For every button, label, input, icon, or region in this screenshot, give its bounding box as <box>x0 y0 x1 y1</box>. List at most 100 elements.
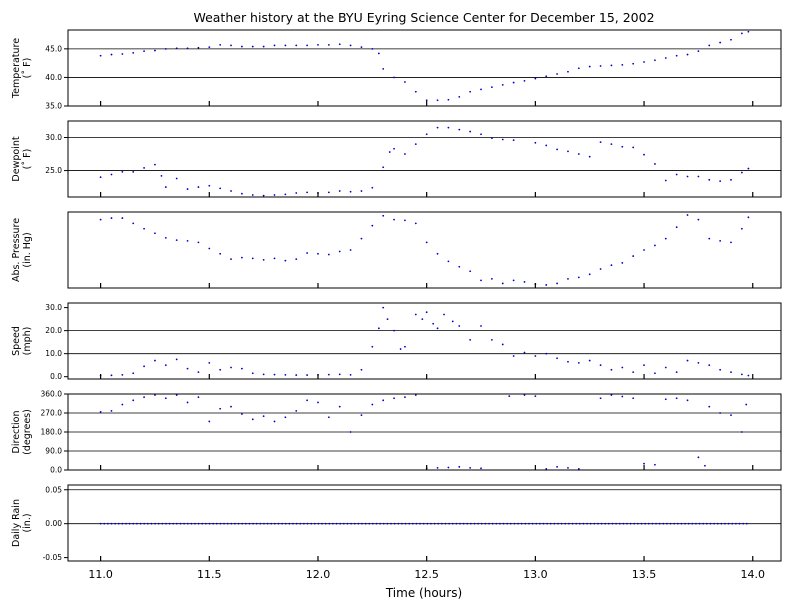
data-point <box>219 43 222 46</box>
data-point <box>248 522 251 525</box>
data-point <box>357 522 360 525</box>
data-point <box>654 372 656 375</box>
data-point <box>251 418 254 421</box>
data-point <box>684 522 686 525</box>
data-point <box>740 431 743 433</box>
data-point <box>575 522 578 525</box>
data-point <box>440 522 443 525</box>
data-point <box>708 237 711 240</box>
data-point <box>175 177 178 180</box>
data-point <box>208 522 211 525</box>
data-point <box>644 522 647 525</box>
data-point <box>219 252 222 255</box>
data-point <box>393 76 395 79</box>
data-point <box>567 150 569 153</box>
data-point <box>219 368 222 371</box>
data-point <box>724 522 726 525</box>
x-axis-label: Time (hours) <box>385 586 462 600</box>
data-point <box>535 522 538 525</box>
data-point <box>517 522 519 525</box>
data-point <box>447 126 450 129</box>
data-point <box>379 522 382 525</box>
data-point <box>643 462 645 465</box>
x-tick-label: 13.5 <box>632 568 657 581</box>
data-point <box>488 522 490 525</box>
data-point <box>512 279 515 282</box>
data-point <box>691 522 694 525</box>
data-point <box>121 522 124 525</box>
data-point <box>338 190 341 192</box>
data-point <box>270 522 273 525</box>
data-point <box>186 401 189 404</box>
data-point <box>197 46 200 49</box>
data-point <box>621 63 624 66</box>
data-point <box>422 522 425 525</box>
data-point <box>143 227 145 230</box>
data-point <box>164 236 167 239</box>
data-point <box>349 373 352 376</box>
data-point <box>664 57 667 59</box>
data-point <box>404 81 406 83</box>
data-point <box>610 394 613 396</box>
data-point <box>528 522 530 525</box>
data-point <box>360 46 363 49</box>
panel-1: 35.0 40.0 45.0 Temperature(˚ F) <box>11 29 782 111</box>
data-point <box>523 351 526 354</box>
data-point <box>164 186 167 188</box>
data-point <box>480 467 482 470</box>
data-point <box>190 522 193 525</box>
data-point <box>604 522 607 525</box>
data-point <box>306 399 309 402</box>
data-point <box>110 173 113 176</box>
data-point <box>208 247 211 250</box>
data-point <box>469 522 472 525</box>
data-point <box>241 522 244 525</box>
data-point <box>524 522 527 525</box>
data-point <box>643 153 645 156</box>
data-point <box>183 522 186 525</box>
data-point <box>458 265 461 268</box>
data-point <box>611 522 614 525</box>
data-point <box>327 373 330 376</box>
data-point <box>404 345 406 348</box>
data-point <box>99 522 102 525</box>
data-point <box>708 405 711 408</box>
data-point <box>415 522 418 525</box>
data-point <box>534 395 537 398</box>
data-point <box>164 397 167 400</box>
data-point <box>132 372 135 375</box>
data-point <box>197 396 200 399</box>
y-axis-label-line: (˚ F) <box>22 149 33 170</box>
data-point <box>549 522 552 525</box>
data-point <box>740 373 743 376</box>
data-point <box>201 522 204 525</box>
data-point <box>197 522 200 525</box>
data-point <box>664 398 667 401</box>
data-point <box>655 522 657 525</box>
data-point <box>621 145 624 148</box>
data-point <box>512 355 515 357</box>
data-point <box>230 258 232 261</box>
y-axis-label-line: (mph) <box>22 327 33 356</box>
data-point <box>175 47 178 50</box>
data-point <box>371 522 374 525</box>
data-point <box>99 176 102 179</box>
data-point <box>502 522 505 525</box>
data-point <box>626 522 628 525</box>
data-point <box>295 522 298 525</box>
data-point <box>208 361 211 364</box>
data-point <box>117 522 120 525</box>
data-point <box>447 98 450 101</box>
data-point <box>262 373 265 376</box>
data-point <box>607 522 610 525</box>
data-point <box>339 522 342 525</box>
y-axis-label-line: (in. Hg) <box>22 232 33 267</box>
data-point <box>121 53 124 55</box>
data-point <box>705 522 708 525</box>
data-point <box>610 264 613 267</box>
data-point <box>501 83 504 86</box>
data-point <box>175 358 178 361</box>
data-point <box>414 90 417 93</box>
data-point <box>556 282 559 285</box>
